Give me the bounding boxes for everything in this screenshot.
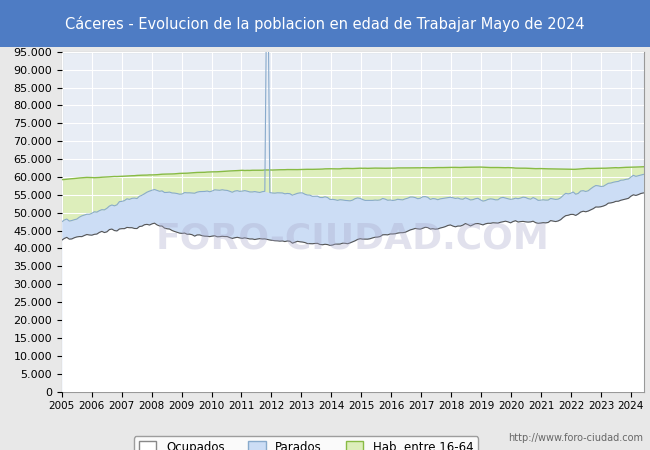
Text: FORO-CIUDAD.COM: FORO-CIUDAD.COM — [156, 221, 549, 256]
Text: Cáceres - Evolucion de la poblacion en edad de Trabajar Mayo de 2024: Cáceres - Evolucion de la poblacion en e… — [65, 16, 585, 32]
Text: http://www.foro-ciudad.com: http://www.foro-ciudad.com — [508, 433, 644, 443]
Legend: Ocupados, Parados, Hab. entre 16-64: Ocupados, Parados, Hab. entre 16-64 — [134, 436, 478, 450]
